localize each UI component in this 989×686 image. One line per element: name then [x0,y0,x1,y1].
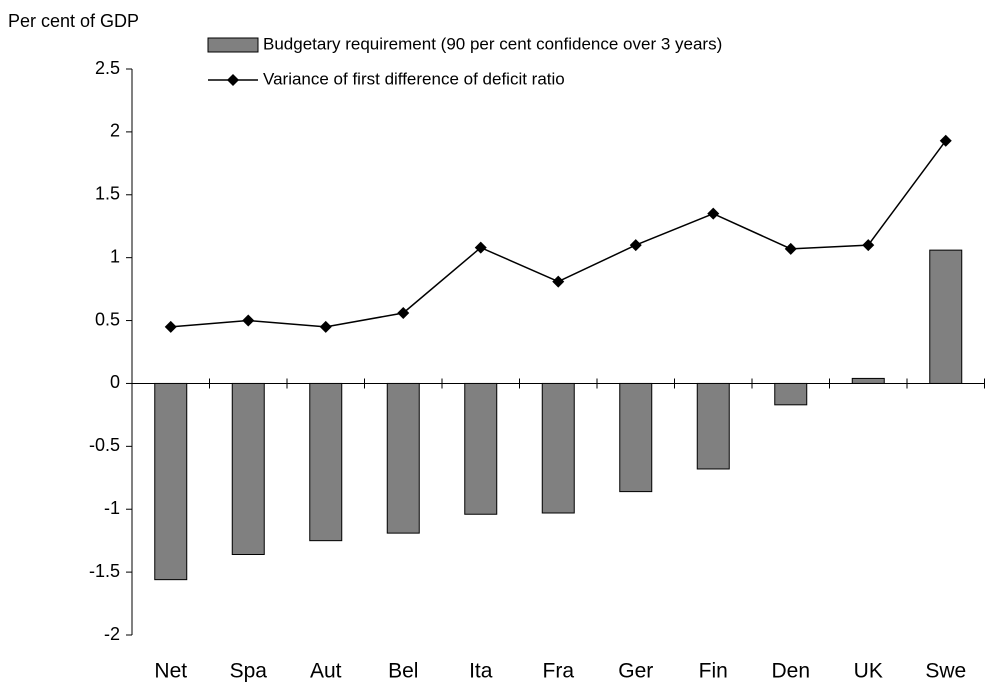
y-tick-label: -2 [104,624,120,644]
bar [386,382,420,534]
x-tick-label: Den [771,660,810,683]
marker [397,307,410,320]
bar [774,382,808,406]
x-tick-label: Spa [230,660,268,683]
x-tick-label: Aut [310,660,342,683]
y-tick-label: -0.5 [89,435,120,455]
x-tick-label: Ita [469,660,493,683]
x-tick-label: Net [154,660,187,683]
legend-label: Variance of first difference of deficit … [263,69,565,88]
marker [242,314,255,327]
x-tick-label: Fra [543,660,575,683]
line [170,140,947,328]
y-tick-label: 0.5 [95,309,120,329]
bar [851,377,885,384]
x-tick-label: UK [854,660,883,683]
marker [319,320,332,333]
marker [629,239,642,252]
legend-swatch [207,37,259,53]
y-tick-label: 1 [110,246,120,266]
bar [309,382,343,542]
y-tick-label: 1.5 [95,184,120,204]
x-tick-label: Swe [925,660,966,683]
y-tick-label: -1.5 [89,561,120,581]
bar [696,382,730,470]
bar [619,382,653,493]
bar [541,382,575,514]
marker [862,239,875,252]
x-tick-label: Bel [388,660,418,683]
marker [939,134,952,147]
marker [707,207,720,220]
y-tick-label: 2 [110,121,120,141]
x-tick-label: Fin [699,660,728,683]
bar [929,249,963,384]
marker [164,320,177,333]
marker [552,275,565,288]
bar [464,382,498,515]
bar [154,382,188,581]
legend-label: Budgetary requirement (90 per cent confi… [263,34,722,53]
legend-marker [227,74,239,86]
y-axis-label: Per cent of GDP [8,11,139,31]
marker [474,241,487,254]
marker [784,242,797,255]
bar [231,382,265,556]
y-tick-label: -1 [104,498,120,518]
y-tick-label: 0 [110,372,120,392]
x-tick-label: Ger [618,660,653,683]
y-tick-label: 2.5 [95,58,120,78]
